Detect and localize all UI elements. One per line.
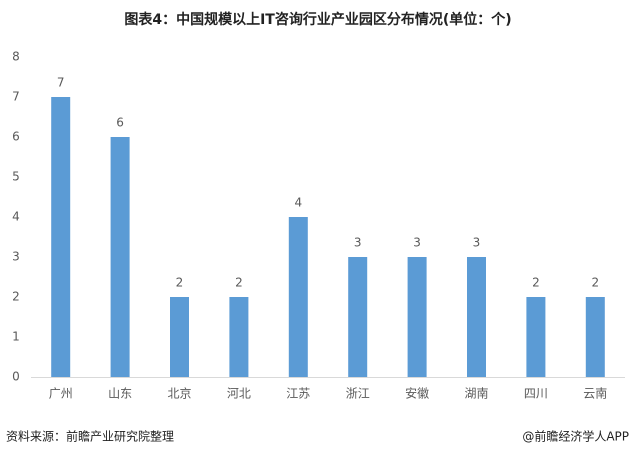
data-label: 7: [57, 76, 65, 90]
bar: [467, 257, 486, 377]
x-tick-label: 四川: [524, 387, 548, 401]
x-tick-label: 江苏: [286, 387, 310, 401]
bar: [407, 257, 427, 377]
data-label: 3: [473, 236, 481, 250]
bar: [288, 217, 308, 377]
x-tick-label: 北京: [167, 387, 191, 401]
source: 资料来源：前瞻产业研究院整理: [6, 429, 174, 444]
data-label: 3: [354, 236, 362, 250]
data-label: 6: [116, 116, 124, 130]
x-tick-label: 广州: [49, 387, 73, 401]
credit: @前瞻经济学人APP: [522, 429, 629, 444]
x-tick-label: 山东: [108, 387, 132, 401]
data-label: 3: [413, 236, 421, 250]
x-tick-label: 河北: [227, 387, 251, 401]
x-tick-label: 浙江: [346, 387, 370, 401]
bar: [51, 97, 71, 377]
y-tick-label: 2: [12, 290, 20, 304]
chart-title: 图表4：中国规模以上IT咨询行业产业园区分布情况(单位：个): [124, 11, 511, 28]
y-tick-label: 1: [12, 330, 20, 344]
y-tick-label: 4: [12, 210, 20, 224]
y-tick-label: 8: [12, 50, 20, 64]
data-label: 2: [235, 276, 243, 290]
bar: [229, 297, 249, 377]
bar: [110, 137, 130, 377]
y-tick-label: 0: [12, 370, 20, 384]
bar: [348, 257, 368, 377]
x-tick-label: 云南: [583, 386, 607, 401]
y-tick-label: 6: [12, 130, 20, 144]
data-label: 2: [591, 276, 599, 290]
data-label: 2: [176, 276, 184, 290]
x-tick-label: 湖南: [464, 386, 488, 401]
data-label: 4: [294, 196, 302, 210]
y-tick-label: 7: [12, 90, 20, 104]
data-label: 2: [532, 276, 540, 290]
x-tick-label: 安徽: [405, 386, 429, 401]
bar: [585, 297, 605, 377]
bar: [170, 297, 189, 377]
bar: [526, 297, 546, 377]
y-tick-label: 3: [12, 250, 20, 264]
y-tick-label: 5: [12, 170, 20, 184]
